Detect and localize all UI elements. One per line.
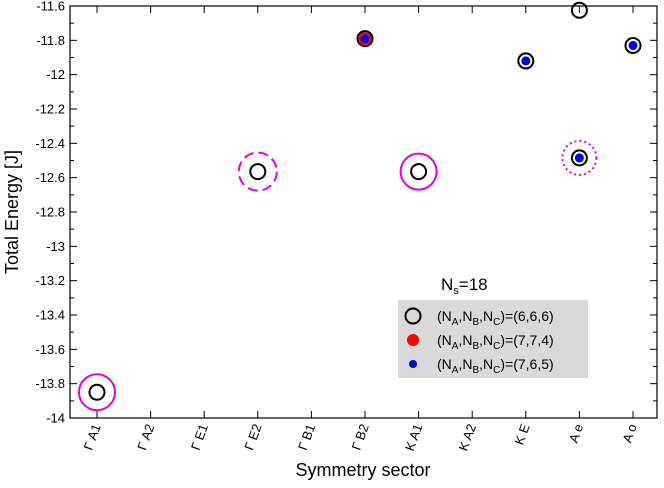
y-axis-title: Total Energy [J]: [2, 150, 22, 274]
legend-entries: (NA,NB,NC)=(6,6,6) (NA,NB,NC)=(7,7,4) (NA,…: [404, 307, 554, 376]
y-tick-labels: -11.6 -11.8 -12 -12.2 -12.4 -12.6 -12.8 -13 -13.…: [35, 0, 65, 426]
point-6-6-6: [410, 163, 428, 181]
y-tick-label: -13: [46, 239, 65, 254]
y-tick-label: -11.8: [36, 33, 65, 48]
x-tick-label: Γ B2: [349, 422, 372, 452]
y-tick-label: -14: [46, 411, 65, 426]
point-7-6-5: [521, 56, 531, 66]
y-tick-label: -12.2: [35, 102, 65, 117]
x-tick-label: K A1: [402, 422, 425, 453]
point-6-6-6: [356, 30, 374, 48]
x-axis-title: Symmetry sector: [295, 460, 430, 480]
degeneracy-ring: [237, 151, 278, 192]
point-7-6-5: [360, 34, 370, 44]
plot-frame: [69, 5, 658, 419]
legend-marker-blue: [409, 360, 417, 368]
y-tick-label: -13.6: [35, 342, 65, 357]
degeneracy-rings: [78, 139, 598, 412]
y-tick-label: -12.8: [35, 205, 65, 220]
y-tick-label: -12.4: [35, 136, 65, 151]
degeneracy-ring: [78, 373, 116, 412]
x-tick-label: K E: [511, 422, 532, 447]
legend-entry-label: (NA,NB,NC)=(7,6,5): [437, 356, 554, 376]
point-6-6-6: [88, 383, 106, 401]
y-tick-label: -11.6: [36, 0, 65, 14]
tick-layer: [70, 5, 657, 419]
legend-entry-label: (NA,NB,NC)=(7,7,4): [437, 332, 554, 352]
point-6-6-6: [570, 149, 588, 167]
legend: Ns=18 (NA,NB,NC)=(6,6,6) (NA,NB,NC)=(7,7,…: [398, 275, 588, 378]
y-tick-label: -13.4: [35, 308, 65, 323]
point-6-6-6: [570, 1, 588, 19]
legend-marker-red: [407, 334, 419, 346]
x-tick-label: K A2: [456, 422, 479, 453]
point-7-6-5: [628, 40, 638, 50]
x-tick-label: Γ E2: [241, 422, 264, 452]
legend-marker-open: [404, 307, 422, 325]
x-tick-label: Γ E1: [188, 422, 211, 452]
y-tick-label: -13.8: [35, 376, 65, 391]
data-points: [88, 1, 642, 401]
legend-entry-label: (NA,NB,NC)=(6,6,6): [437, 308, 554, 328]
point-6-6-6: [624, 36, 642, 54]
x-tick-label: A o: [619, 422, 640, 445]
point-6-6-6: [249, 163, 267, 181]
degeneracy-ring: [561, 139, 598, 176]
legend-box: [398, 300, 588, 378]
x-tick-label: Γ A1: [81, 422, 104, 452]
y-tick-label: -12: [46, 67, 65, 82]
x-tick-label: Γ A2: [134, 422, 157, 452]
y-tick-label: -12.6: [35, 170, 65, 185]
y-tick-label: -13.2: [35, 273, 65, 288]
degeneracy-ring: [399, 152, 438, 191]
x-tick-label: A e: [566, 422, 587, 445]
point-7-6-5: [574, 153, 584, 163]
x-tick-label: Γ B1: [295, 422, 318, 452]
x-tick-labels: Γ A1 Γ A2 Γ E1 Γ E2 Γ B1 Γ B2 K A1 K A2 K E A e A …: [81, 422, 640, 453]
legend-title: Ns=18: [441, 275, 488, 297]
point-6-6-6: [517, 52, 535, 70]
